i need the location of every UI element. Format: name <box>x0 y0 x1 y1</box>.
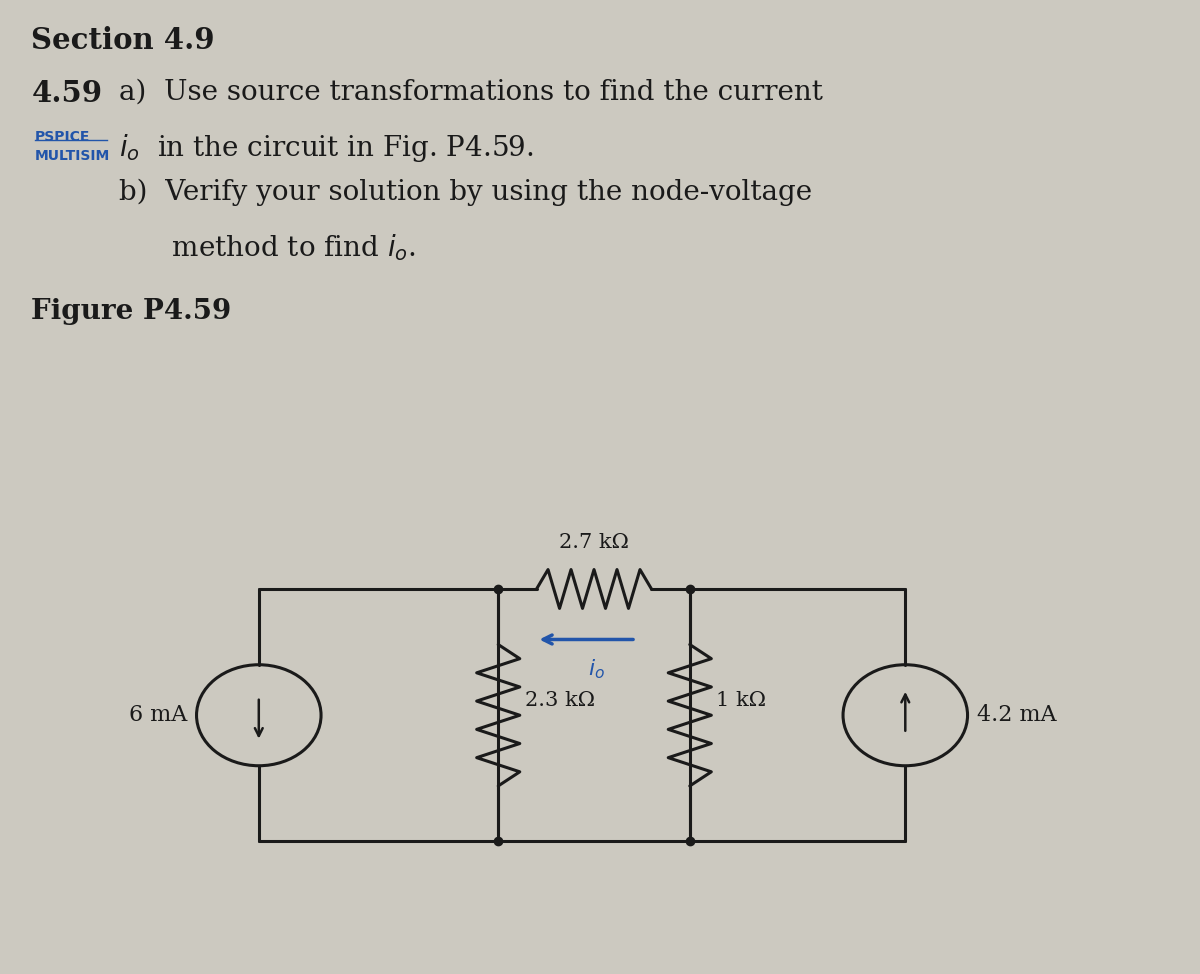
Text: b)  Verify your solution by using the node-voltage: b) Verify your solution by using the nod… <box>119 178 812 206</box>
Text: 2.7 kΩ: 2.7 kΩ <box>559 533 629 552</box>
Text: a)  Use source transformations to find the current: a) Use source transformations to find th… <box>119 79 822 106</box>
Text: 1 kΩ: 1 kΩ <box>716 692 766 710</box>
Text: $i_o$: $i_o$ <box>588 657 605 681</box>
Text: PSPICE: PSPICE <box>35 130 90 143</box>
Text: $i_o$  in the circuit in Fig. P4.59.: $i_o$ in the circuit in Fig. P4.59. <box>119 131 533 164</box>
Text: 2.3 kΩ: 2.3 kΩ <box>524 692 594 710</box>
Text: Section 4.9: Section 4.9 <box>31 25 215 55</box>
Text: 4.2 mA: 4.2 mA <box>977 704 1057 727</box>
Text: Figure P4.59: Figure P4.59 <box>31 298 232 324</box>
Text: 6 mA: 6 mA <box>128 704 187 727</box>
Text: method to find $i_o$.: method to find $i_o$. <box>119 233 415 263</box>
Text: MULTISIM: MULTISIM <box>35 149 110 163</box>
Text: 4.59: 4.59 <box>31 79 102 108</box>
